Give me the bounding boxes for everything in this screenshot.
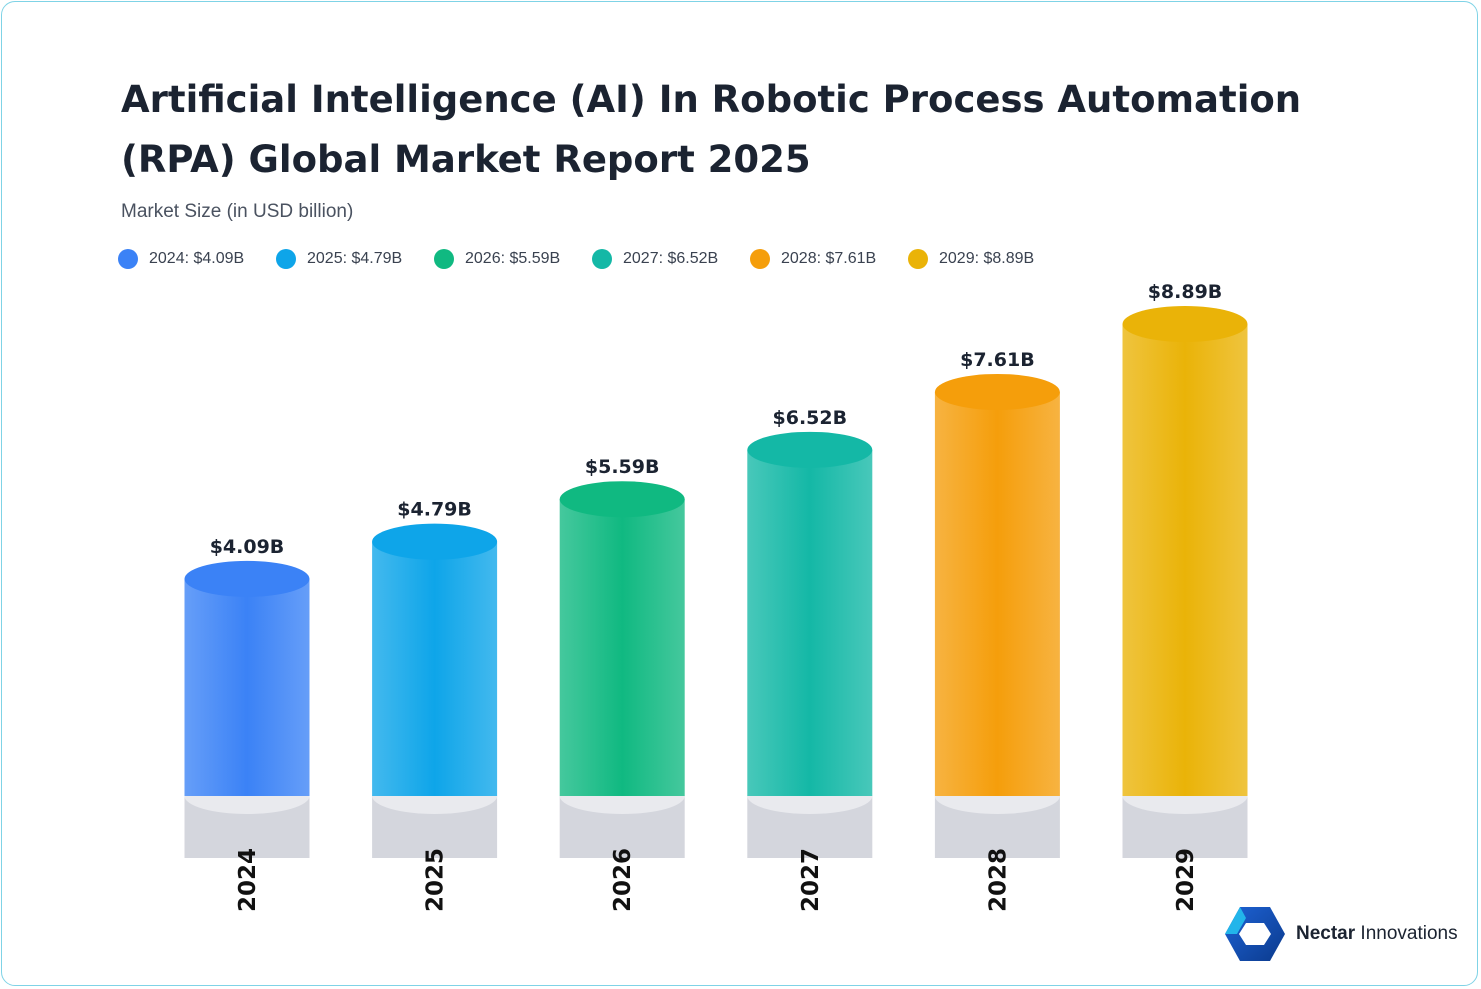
- nectar-innovations-logo: Nectar Innovations: [1224, 905, 1458, 963]
- bar-2024: [184, 578, 310, 796]
- x-tick-label: 2028: [985, 848, 1011, 912]
- bar-2025: [372, 541, 498, 796]
- bar-value-label: $7.61B: [960, 349, 1035, 371]
- bar-2028: [934, 391, 1060, 796]
- bar-value-label: $4.09B: [210, 536, 285, 558]
- x-tick-label: 2025: [423, 848, 449, 912]
- bar-value-label: $6.52B: [773, 407, 848, 429]
- bar-group-2027: $6.52B 2027: [747, 407, 873, 912]
- legend-item-2028: 2028: $7.61B: [750, 248, 876, 270]
- legend-item-2026: 2026: $5.59B: [434, 248, 560, 270]
- legend-label: 2028: $7.61B: [781, 250, 877, 267]
- logo-text: Nectar Innovations: [1296, 923, 1458, 944]
- x-tick-label: 2024: [235, 848, 261, 912]
- legend-item-2027: 2027: $6.52B: [592, 248, 718, 270]
- x-tick-label: 2029: [1173, 848, 1199, 912]
- bar-top: [184, 560, 310, 597]
- x-tick-label: 2026: [610, 848, 636, 912]
- legend-label: 2026: $5.59B: [465, 250, 561, 267]
- bar-top: [747, 431, 873, 468]
- legend-label: 2027: $6.52B: [623, 250, 719, 267]
- bar-group-2026: $5.59B 2026: [559, 456, 685, 912]
- chart-title: Artificial Intelligence (AI) In Robotic …: [121, 78, 1302, 181]
- bar-top: [934, 373, 1060, 410]
- x-tick-label: 2027: [798, 848, 824, 912]
- bar-2027: [747, 449, 873, 796]
- bars-layer: $4.09B 2024 $4.79B 2025 $5.59B 2026 $6.52B 2027…: [184, 281, 1248, 912]
- legend-item-2025: 2025: $4.79B: [276, 248, 402, 270]
- bar-group-2028: $7.61B 2028: [934, 349, 1060, 912]
- legend-label: 2025: $4.79B: [307, 250, 403, 267]
- legend-item-2029: 2029: $8.89B: [908, 248, 1034, 270]
- bar-2029: [1122, 324, 1248, 796]
- bar-value-label: $5.59B: [585, 456, 660, 478]
- legend-swatch: [276, 249, 296, 269]
- legend-swatch: [908, 249, 928, 269]
- bar-group-2024: $4.09B 2024: [184, 536, 310, 912]
- chart-subtitle: Market Size (in USD billion): [121, 201, 354, 222]
- bar-group-2025: $4.79B 2025: [372, 499, 498, 912]
- bar-value-label: $8.89B: [1148, 281, 1223, 303]
- legend-swatch: [592, 249, 612, 269]
- bar-2026: [559, 499, 685, 796]
- legend-label: 2029: $8.89B: [939, 250, 1035, 267]
- bar-value-label: $4.79B: [397, 499, 472, 521]
- hexagon-logo-icon: [1225, 907, 1285, 961]
- bar-top: [559, 481, 685, 518]
- legend-swatch: [434, 249, 454, 269]
- bar-top: [1122, 306, 1248, 342]
- legend-swatch: [118, 249, 138, 269]
- legend-label: 2024: $4.09B: [149, 250, 245, 267]
- legend-item-2024: 2024: $4.09B: [118, 248, 244, 270]
- bar-top: [372, 523, 498, 560]
- legend-swatch: [750, 249, 770, 269]
- bar-group-2029: $8.89B 2029: [1122, 281, 1248, 912]
